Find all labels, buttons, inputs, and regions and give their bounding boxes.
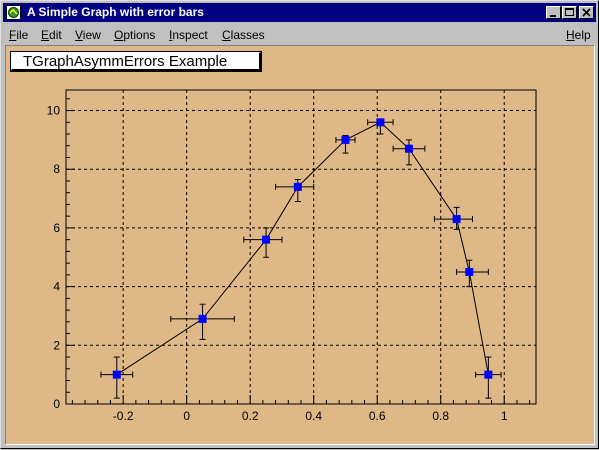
data-point: [404, 144, 413, 153]
x-tick-label: -0.2: [113, 409, 134, 423]
y-tick-label: 0: [53, 397, 60, 411]
menu-edit[interactable]: Edit: [41, 28, 62, 42]
title-bar[interactable]: A Simple Graph with error bars: [3, 3, 596, 22]
graph-title: TGraphAsymmErrors Example: [23, 53, 228, 70]
menu-inspect-mnemonic: I: [169, 28, 173, 42]
menu-view[interactable]: View: [75, 28, 101, 42]
root-app-icon[interactable]: [6, 5, 21, 20]
menu-options-mnemonic: O: [114, 28, 124, 42]
minimize-icon: [550, 15, 556, 17]
menu-classes-label: lasses: [230, 28, 265, 42]
data-point: [112, 370, 121, 379]
close-icon: [582, 8, 591, 17]
maximize-icon: [565, 8, 574, 16]
x-tick-label: 0: [183, 409, 190, 423]
y-tick-label: 6: [53, 221, 60, 235]
menu-inspect[interactable]: Inspect: [169, 28, 208, 42]
window-title: A Simple Graph with error bars: [27, 5, 204, 19]
menu-classes[interactable]: Classes: [222, 28, 265, 42]
data-point: [376, 118, 385, 127]
menu-edit-label: dit: [49, 28, 62, 42]
data-point: [452, 215, 461, 224]
menu-file-mnemonic: F: [9, 28, 17, 42]
menu-help-mnemonic: H: [566, 28, 575, 42]
data-point: [341, 135, 350, 144]
y-tick-label: 10: [47, 104, 61, 118]
menu-help-label: elp: [574, 28, 591, 42]
data-point: [484, 370, 493, 379]
maximize-button[interactable]: [562, 6, 577, 19]
y-tick-label: 2: [53, 338, 60, 352]
menu-help[interactable]: Help: [566, 28, 591, 42]
data-point: [198, 314, 207, 323]
x-tick-label: 0.2: [242, 409, 259, 423]
close-button[interactable]: [579, 6, 594, 19]
menu-view-mnemonic: V: [75, 28, 83, 42]
menu-view-label: iew: [82, 28, 101, 42]
minimize-button[interactable]: [546, 6, 561, 19]
plot-frame: [65, 89, 537, 405]
menu-file[interactable]: File: [9, 28, 28, 42]
x-tick-label: 1: [501, 409, 508, 423]
x-tick-label: 0.6: [369, 409, 386, 423]
menu-options-label: ptions: [123, 28, 156, 42]
menu-options[interactable]: Options: [114, 28, 155, 42]
x-tick-label: 0.8: [432, 409, 449, 423]
graph-canvas[interactable]: [5, 45, 595, 445]
y-tick-label: 4: [53, 280, 60, 294]
x-tick-label: 0.4: [305, 409, 322, 423]
series-line: [116, 121, 489, 376]
y-tick-label: 8: [53, 162, 60, 176]
menu-inspect-label: nspect: [172, 28, 208, 42]
graph-title-box[interactable]: TGraphAsymmErrors Example: [10, 51, 262, 72]
data-point: [293, 182, 302, 191]
menu-edit-mnemonic: E: [41, 28, 50, 42]
data-point: [465, 267, 474, 276]
menu-bar: File Edit View Options Inspect Classes H…: [3, 24, 596, 44]
menu-classes-mnemonic: C: [222, 28, 231, 42]
menu-file-label: ile: [16, 28, 29, 42]
data-point: [262, 235, 271, 244]
